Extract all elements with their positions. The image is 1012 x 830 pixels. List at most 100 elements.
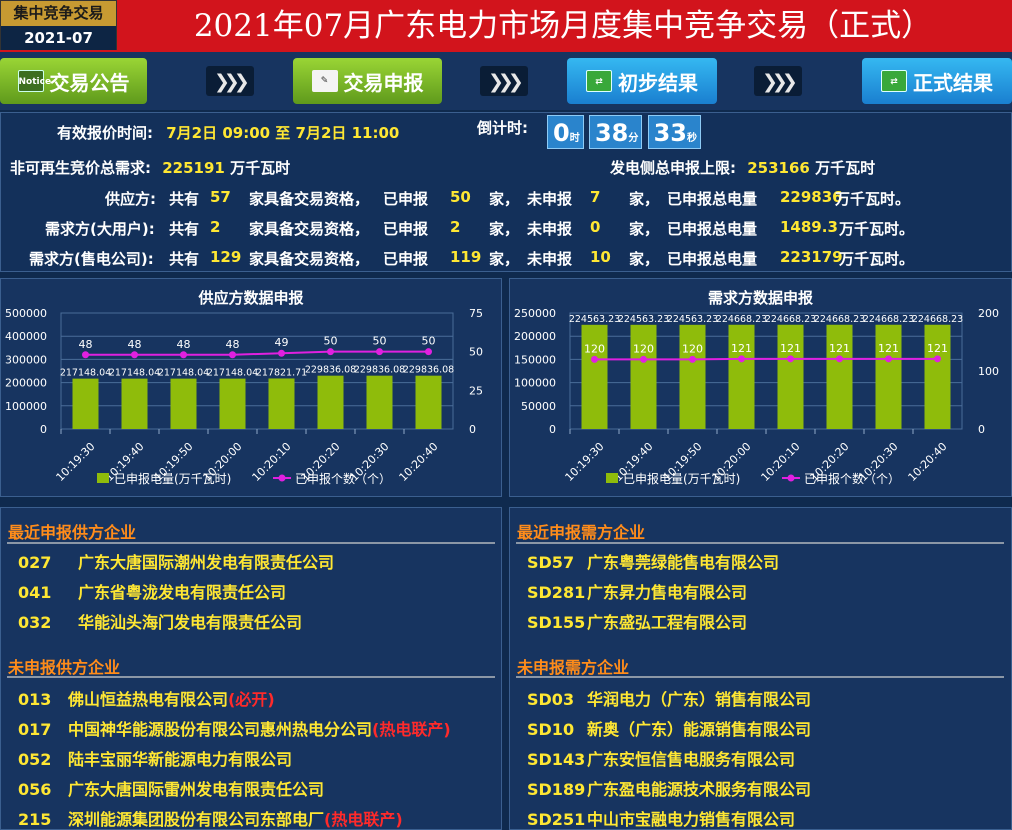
count-point xyxy=(229,351,236,359)
list-item[interactable]: 017 中国神华能源股份有限公司惠州热电分公司(热电联产) xyxy=(18,716,451,740)
legend-line-marker xyxy=(278,474,286,482)
recent-supply-title: 最近申报供方企业 xyxy=(8,523,137,542)
count-point xyxy=(180,351,187,359)
company-code: 027 xyxy=(18,553,52,572)
stats-text: 家， xyxy=(629,220,660,238)
company-name: 佛山恒益热电有限公司 xyxy=(68,690,229,709)
count-point xyxy=(131,351,138,359)
bar xyxy=(728,324,755,429)
count-value-label: 120 xyxy=(584,342,605,355)
supply-limit-label: 发电侧总申报上限: xyxy=(610,159,736,177)
x-tick-label: 10:19:30 xyxy=(562,440,606,484)
demand-lists-panel: 最近申报需方企业 SD57 广东粤莞绿能售电有限公司 SD281 广东昇力售电有限公司… xyxy=(509,507,1012,830)
company-note: (必开) xyxy=(228,690,275,709)
y-tick-label: 200000 xyxy=(514,330,556,343)
count-value-label: 121 xyxy=(927,342,948,355)
total-demand-label: 非可再生竞价总需求: xyxy=(10,159,151,177)
count-value-label: 48 xyxy=(226,338,240,351)
stats-text: 家具备交易资格， xyxy=(249,190,370,208)
final-result-button[interactable]: ⇄ 正式结果 xyxy=(862,58,1012,104)
divider xyxy=(7,542,495,544)
bar-value-label: 224668.23 xyxy=(814,314,865,325)
count-point xyxy=(376,348,383,356)
stats-text: 共有 xyxy=(169,190,200,208)
list-item[interactable]: 032 华能汕头海门发电有限责任公司 xyxy=(18,609,302,633)
preliminary-result-button[interactable]: ⇄ 初步结果 xyxy=(567,58,717,104)
page-title: 2021年07月广东电力市场月度集中竞争交易（正式） xyxy=(193,8,933,44)
list-item[interactable]: SD155 广东盛弘工程有限公司 xyxy=(527,609,747,633)
supply-lists-panel: 最近申报供方企业 027 广东大唐国际潮州发电有限责任公司 041 广东省粤泷发电有限… xyxy=(0,507,502,830)
company-code: 032 xyxy=(18,613,52,632)
y-tick-label: 200000 xyxy=(5,377,47,390)
undeclared-count: 10 xyxy=(590,248,611,266)
divider xyxy=(7,676,495,678)
demand-chart: 0 50000 100000 150000 200000 250000 0 100 200 224… xyxy=(514,307,999,486)
count-point xyxy=(934,355,941,363)
bar-value-label: 217821.71 xyxy=(256,367,307,378)
list-item[interactable]: SD251 中山市宝融电力销售有限公司 xyxy=(527,806,795,830)
count-point xyxy=(591,355,598,363)
stats-label: 需求方(大用户): xyxy=(45,220,155,238)
bar xyxy=(875,324,902,429)
legend-line-marker xyxy=(787,474,795,482)
list-item[interactable]: SD10 新奥（广东）能源销售有限公司 xyxy=(527,716,811,740)
declaration-button[interactable]: ✎ 交易申报 xyxy=(293,58,442,104)
bar xyxy=(826,324,853,429)
company-note: (热电联产) xyxy=(324,810,403,829)
list-item[interactable]: SD03 华润电力（广东）销售有限公司 xyxy=(527,686,811,710)
total-demand-value: 225191 xyxy=(162,159,225,177)
count-value-label: 50 xyxy=(324,335,338,348)
declaration-label: 交易申报 xyxy=(343,70,424,95)
supply-chart-panel: 供应方数据申报 0 100000 200000 300000 400000 500000 0… xyxy=(0,278,502,497)
list-item[interactable]: 056 广东大唐国际雷州发电有限责任公司 xyxy=(18,776,324,800)
count-value-label: 48 xyxy=(177,338,191,351)
stats-label: 需求方(售电公司): xyxy=(29,250,154,268)
flow-chart-icon: ⇄ xyxy=(881,70,907,92)
stats-text: 已申报 xyxy=(383,190,429,208)
announcement-button[interactable]: Notice 交易公告 xyxy=(0,58,147,104)
bar-value-label: 217148.04 xyxy=(109,368,160,379)
company-name: 广东大唐国际潮州发电有限责任公司 xyxy=(78,553,335,572)
recent-demand-title: 最近申报需方企业 xyxy=(517,523,646,542)
company-name: 广东粤莞绿能售电有限公司 xyxy=(587,553,780,572)
stats-text: 未申报 xyxy=(527,190,573,208)
plot-area xyxy=(569,312,963,430)
x-tick-label: 10:19:30 xyxy=(53,440,97,484)
company-code: 056 xyxy=(18,780,52,799)
list-item[interactable]: SD189 广东盈电能源技术服务有限公司 xyxy=(527,776,811,800)
company-name: 广东盛弘工程有限公司 xyxy=(587,613,748,632)
count-point xyxy=(787,355,794,363)
demand-chart-title: 需求方数据申报 xyxy=(707,289,813,307)
legend-line-label: 已申报个数（个） xyxy=(804,471,900,486)
undeclared-count: 7 xyxy=(590,188,601,206)
count-point xyxy=(82,351,89,359)
y-tick-label: 150000 xyxy=(514,353,556,366)
badge-month: 2021-07 xyxy=(1,26,116,50)
list-item[interactable]: SD57 广东粤莞绿能售电有限公司 xyxy=(527,549,779,573)
y-tick-label: 50000 xyxy=(521,400,556,413)
badge-title: 集中竞争交易 xyxy=(1,1,116,26)
company-name: 广东盈电能源技术服务有限公司 xyxy=(587,780,812,799)
list-item[interactable]: SD281 广东昇力售电有限公司 xyxy=(527,579,747,603)
count-value-label: 49 xyxy=(275,336,289,349)
bar xyxy=(777,324,804,429)
flow-chart-icon: ⇄ xyxy=(586,70,612,92)
declared-count: 119 xyxy=(450,248,482,266)
count-point xyxy=(425,348,432,356)
list-item[interactable]: 041 广东省粤泷发电有限责任公司 xyxy=(18,579,286,603)
list-item[interactable]: 052 陆丰宝丽华新能源电力有限公司 xyxy=(18,746,292,770)
countdown-label: 倒计时: xyxy=(477,119,528,137)
stats-row: 供应方: 共有 57 家具备交易资格， 已申报 50 家， 未申报 7 家， 已申报总电量 22983… xyxy=(1,188,1012,210)
energy-unit: 万千瓦时。 xyxy=(839,250,915,268)
list-item[interactable]: 215 深圳能源集团股份有限公司东部电厂(热电联产) xyxy=(18,806,403,830)
y2-tick-label: 25 xyxy=(469,384,483,397)
list-item[interactable]: 027 广东大唐国际潮州发电有限责任公司 xyxy=(18,549,334,573)
count-value-label: 121 xyxy=(780,342,801,355)
bar-value-label: 217148.04 xyxy=(60,368,111,379)
list-item[interactable]: 013 佛山恒益热电有限公司(必开) xyxy=(18,686,275,710)
list-item[interactable]: SD143 广东安恒信售电服务有限公司 xyxy=(527,746,795,770)
bar-value-label: 224563.23 xyxy=(569,314,620,325)
count-value-label: 120 xyxy=(682,342,703,355)
company-code: 017 xyxy=(18,720,52,739)
y2-tick-label: 0 xyxy=(978,423,985,436)
